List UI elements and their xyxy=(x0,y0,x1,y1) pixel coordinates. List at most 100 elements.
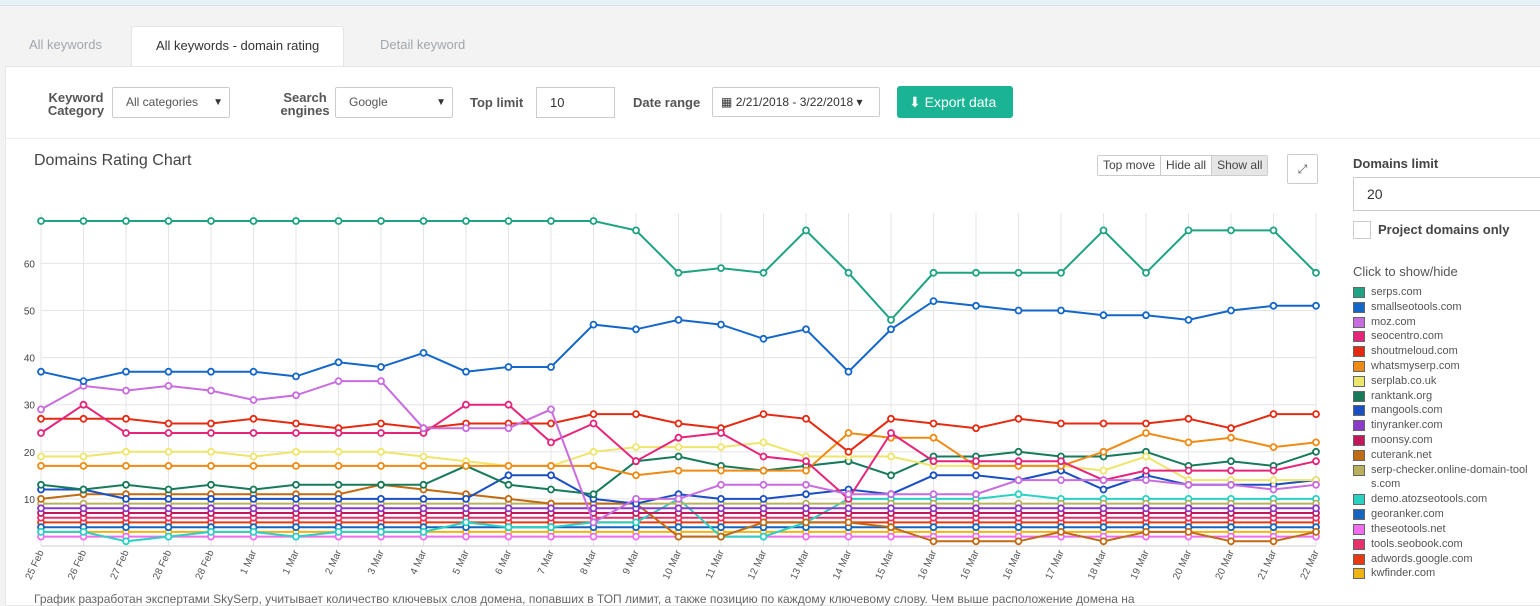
data-point xyxy=(504,471,513,480)
data-point xyxy=(207,461,215,470)
data-point xyxy=(802,466,810,475)
y-tick-label: 20 xyxy=(24,448,36,459)
data-point xyxy=(717,320,725,329)
tab-detail-keyword[interactable]: Detail keyword xyxy=(380,37,466,52)
tab-domain-rating[interactable]: All keywords - domain rating xyxy=(131,26,345,66)
domains-limit-input[interactable]: 20 xyxy=(1353,177,1540,211)
date-range-picker[interactable]: ▦ 2/21/2018 - 3/22/2018 ▾ xyxy=(712,87,880,117)
data-point xyxy=(759,268,768,277)
legend-item[interactable]: smallseotools.com xyxy=(1353,300,1540,315)
legend-item[interactable]: serp-checker.online-domain-tools.com xyxy=(1353,463,1540,493)
legend-item[interactable]: moonsy.com xyxy=(1353,433,1540,448)
data-point xyxy=(334,429,343,437)
data-point xyxy=(37,461,45,470)
legend-item[interactable]: adwords.google.com xyxy=(1353,552,1540,567)
data-point xyxy=(419,217,428,225)
data-point xyxy=(632,532,640,541)
tab-all-keywords[interactable]: All keywords xyxy=(29,37,102,52)
data-point xyxy=(717,504,725,513)
data-point xyxy=(1269,466,1278,475)
legend-item[interactable]: seocentro.com xyxy=(1353,329,1540,344)
y-tick-label: 60 xyxy=(24,259,36,270)
data-point xyxy=(377,217,385,225)
data-point xyxy=(1227,504,1235,513)
data-point xyxy=(844,367,853,376)
data-point xyxy=(292,480,300,489)
legend-swatch xyxy=(1353,538,1365,550)
data-point xyxy=(972,457,980,466)
x-tick-label: 18 Mar xyxy=(1086,548,1109,581)
x-tick-label: 19 Mar xyxy=(1129,548,1152,581)
data-point xyxy=(1014,268,1023,277)
data-point xyxy=(929,268,938,277)
data-point xyxy=(1312,268,1320,277)
hide-all-button[interactable]: Hide all xyxy=(1160,156,1212,175)
data-point xyxy=(1227,466,1235,475)
data-point xyxy=(674,315,683,324)
x-tick-label: 22 Mar xyxy=(1299,548,1322,581)
data-point xyxy=(504,504,513,513)
project-domains-checkbox[interactable] xyxy=(1353,221,1371,239)
legend-item[interactable]: serplab.co.uk xyxy=(1353,374,1540,389)
show-all-button[interactable]: Show all xyxy=(1211,156,1268,175)
legend-item[interactable]: kwfinder.com xyxy=(1353,566,1540,581)
domains-limit-label: Domains limit xyxy=(1353,156,1439,171)
data-point xyxy=(972,504,980,513)
chart-series xyxy=(37,217,1320,546)
data-point xyxy=(37,405,45,414)
legend-item[interactable]: tools.seobook.com xyxy=(1353,537,1540,552)
data-point xyxy=(79,461,88,470)
export-data-button[interactable]: ⬇ Export data xyxy=(897,86,1013,118)
data-point xyxy=(802,226,810,235)
data-point xyxy=(334,358,343,367)
top-limit-input[interactable]: 10 xyxy=(536,87,615,118)
legend-item[interactable]: shoutmeloud.com xyxy=(1353,344,1540,359)
legend-swatch xyxy=(1353,509,1365,521)
legend-item[interactable]: mangools.com xyxy=(1353,403,1540,418)
legend-item[interactable]: theseotools.net xyxy=(1353,522,1540,537)
data-point xyxy=(1312,447,1320,456)
data-point xyxy=(1142,528,1150,536)
x-tick-label: 17 Mar xyxy=(1044,548,1067,581)
data-point xyxy=(419,494,428,503)
data-point xyxy=(759,410,768,419)
data-point xyxy=(1014,414,1023,423)
legend-item[interactable]: serps.com xyxy=(1353,285,1540,300)
data-point xyxy=(207,447,215,456)
data-point xyxy=(929,523,938,532)
data-point xyxy=(79,414,88,423)
data-point xyxy=(79,452,88,461)
data-point xyxy=(37,504,45,513)
data-point xyxy=(122,494,130,503)
top-move-button[interactable]: Top move xyxy=(1098,156,1161,175)
legend-item[interactable]: whatsmyserp.com xyxy=(1353,359,1540,374)
data-point xyxy=(207,429,215,437)
date-range-label: Date range xyxy=(633,95,701,110)
legend-item[interactable]: tinyranker.com xyxy=(1353,418,1540,433)
x-tick-label: 12 Mar xyxy=(746,548,769,581)
x-tick-label: 16 Mar xyxy=(959,548,982,581)
data-point xyxy=(249,429,258,437)
legend-item[interactable]: demo.atozseotools.com xyxy=(1353,492,1540,507)
data-point xyxy=(1227,306,1235,315)
legend-item[interactable]: cuterank.net xyxy=(1353,448,1540,463)
data-point xyxy=(632,325,640,334)
data-point xyxy=(802,325,810,334)
data-point xyxy=(249,396,258,404)
data-point xyxy=(589,419,598,428)
legend-label: demo.atozseotools.com xyxy=(1371,493,1488,506)
search-engines-select[interactable]: Google ▼ xyxy=(335,87,453,118)
legend-item[interactable]: ranktank.org xyxy=(1353,389,1540,404)
data-point xyxy=(419,480,428,489)
data-point xyxy=(249,461,258,470)
legend-item[interactable]: moz.com xyxy=(1353,315,1540,330)
data-point xyxy=(1312,301,1320,310)
keyword-category-select[interactable]: All categories ▼ xyxy=(112,87,230,118)
expand-icon[interactable]: ⤢ xyxy=(1287,154,1318,184)
data-point xyxy=(1312,438,1320,447)
data-point xyxy=(1142,476,1150,485)
legend-item[interactable]: georanker.com xyxy=(1353,507,1540,522)
data-point xyxy=(1269,485,1278,494)
data-point xyxy=(207,528,215,536)
data-point xyxy=(759,518,768,527)
